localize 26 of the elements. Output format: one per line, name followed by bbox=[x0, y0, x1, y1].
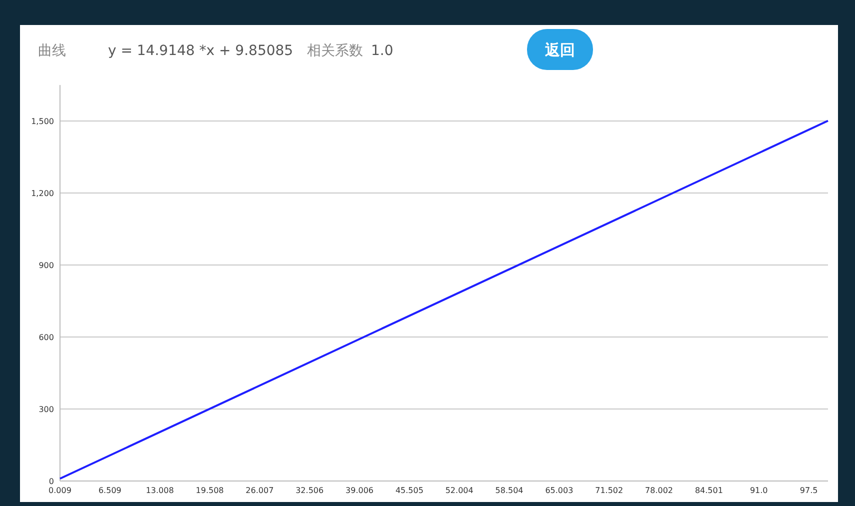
x-tick-label: 65.003 bbox=[545, 486, 574, 495]
x-tick-label: 97.5 bbox=[800, 486, 818, 495]
x-tick-label: 13.008 bbox=[146, 486, 174, 495]
chart-title: 曲线 bbox=[38, 43, 66, 59]
x-tick-label: 91.0 bbox=[750, 486, 768, 495]
x-tick-label: 26.007 bbox=[246, 486, 274, 495]
x-tick-label: 45.505 bbox=[395, 486, 424, 495]
x-tick-label: 0.009 bbox=[48, 486, 72, 495]
x-tick-label: 52.004 bbox=[445, 486, 474, 495]
x-tick-label: 19.508 bbox=[196, 486, 224, 495]
text: 1.0 bbox=[371, 43, 394, 59]
y-tick-label: 1,200 bbox=[31, 189, 54, 198]
y-tick-label: 300 bbox=[38, 405, 54, 414]
x-tick-label: 6.509 bbox=[98, 486, 122, 495]
text: y = 14.9148 *x + 9.85085 bbox=[108, 43, 294, 59]
x-tick-label: 71.502 bbox=[595, 486, 624, 495]
y-tick-label: 900 bbox=[38, 261, 54, 270]
text: 相关系数 bbox=[307, 43, 363, 59]
x-tick-label: 32.506 bbox=[296, 486, 324, 495]
x-tick-label: 84.501 bbox=[694, 486, 723, 495]
x-tick-label: 58.504 bbox=[495, 486, 524, 495]
y-tick-label: 0 bbox=[48, 477, 54, 486]
x-tick-label: 78.002 bbox=[645, 486, 674, 495]
y-tick-label: 600 bbox=[38, 333, 54, 342]
x-tick-label: 39.006 bbox=[346, 486, 374, 495]
y-tick-label: 1,500 bbox=[31, 117, 54, 126]
